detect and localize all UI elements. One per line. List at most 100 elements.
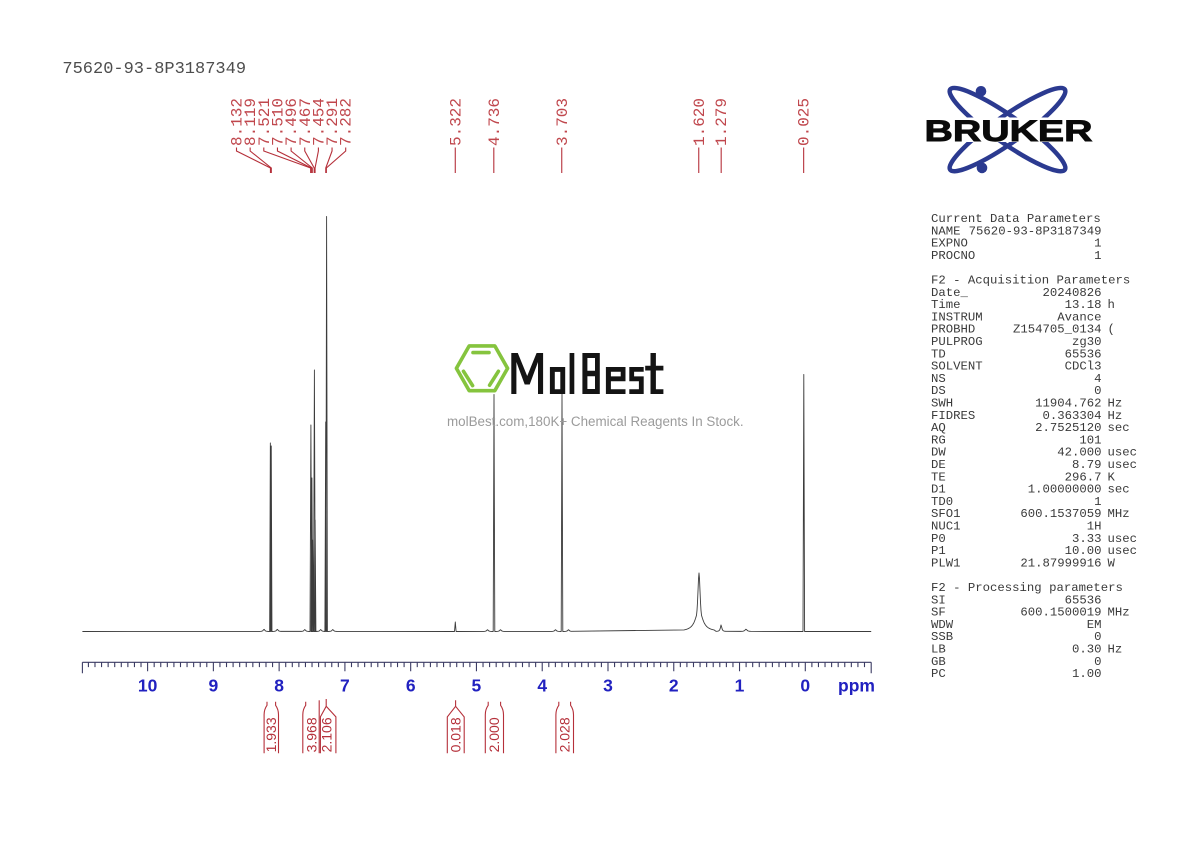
svg-text:13.18: 13.18 (1065, 298, 1102, 312)
svg-text:MHz: MHz (1108, 507, 1130, 521)
svg-text:DE: DE (931, 458, 946, 472)
svg-text:1: 1 (735, 676, 745, 696)
svg-text:ppm: ppm (838, 676, 875, 696)
svg-text:75620-93-8P3187349: 75620-93-8P3187349 (969, 224, 1102, 238)
svg-text:2: 2 (669, 676, 679, 696)
svg-text:TD: TD (931, 347, 946, 361)
svg-text:65536: 65536 (1065, 347, 1102, 361)
svg-text:NS: NS (931, 372, 946, 386)
svg-text:21.87999916: 21.87999916 (1020, 556, 1101, 570)
svg-text:6: 6 (406, 676, 416, 696)
svg-text:8.132: 8.132 (229, 98, 247, 146)
svg-text:42.000: 42.000 (1057, 446, 1101, 460)
svg-text:11904.762: 11904.762 (1035, 397, 1101, 411)
svg-text:101: 101 (1079, 433, 1101, 447)
svg-text:SWH: SWH (931, 397, 953, 411)
svg-text:1.00000000: 1.00000000 (1028, 483, 1102, 497)
svg-text:Hz: Hz (1108, 643, 1123, 657)
svg-text:usec: usec (1108, 544, 1138, 558)
svg-text:W: W (1108, 556, 1116, 570)
svg-text:AQ: AQ (931, 421, 946, 435)
svg-text:0.018: 0.018 (448, 717, 464, 752)
svg-text:0: 0 (1094, 384, 1101, 398)
svg-text:SI: SI (931, 593, 946, 607)
svg-text:zg30: zg30 (1072, 335, 1102, 349)
svg-text:7.291: 7.291 (324, 98, 342, 146)
svg-text:GB: GB (931, 655, 946, 669)
svg-text:usec: usec (1108, 532, 1138, 546)
svg-text:7.496: 7.496 (283, 98, 301, 146)
svg-text:1: 1 (1094, 249, 1101, 263)
svg-text:DS: DS (931, 384, 946, 398)
svg-text:0.363304: 0.363304 (1042, 409, 1101, 423)
svg-text:CDCl3: CDCl3 (1065, 360, 1102, 374)
svg-text:3.703: 3.703 (554, 98, 572, 146)
svg-text:TD0: TD0 (931, 495, 953, 509)
svg-text:0: 0 (1094, 655, 1101, 669)
svg-text:PROCNO: PROCNO (931, 249, 975, 263)
svg-text:1.933: 1.933 (263, 717, 279, 752)
svg-text:Hz: Hz (1108, 397, 1123, 411)
svg-text:10.00: 10.00 (1065, 544, 1102, 558)
svg-text:PC: PC (931, 667, 946, 681)
svg-text:8.79: 8.79 (1072, 458, 1102, 472)
svg-text:sec: sec (1108, 421, 1130, 435)
svg-text:usec: usec (1108, 458, 1138, 472)
svg-text:7.510: 7.510 (269, 98, 287, 146)
svg-text:3: 3 (603, 676, 613, 696)
svg-text:5: 5 (472, 676, 482, 696)
svg-text:Hz: Hz (1108, 409, 1123, 423)
svg-text:SF: SF (931, 606, 946, 620)
svg-text:600.1500019: 600.1500019 (1020, 606, 1101, 620)
svg-text:4: 4 (1094, 372, 1101, 386)
svg-text:0.025: 0.025 (796, 98, 814, 146)
svg-text:3.33: 3.33 (1072, 532, 1102, 546)
svg-text:600.1537059: 600.1537059 (1020, 507, 1101, 521)
svg-text:(: ( (1108, 323, 1115, 337)
svg-text:2.000: 2.000 (486, 717, 502, 752)
svg-text:SSB: SSB (931, 630, 953, 644)
svg-text:1H: 1H (1087, 520, 1102, 534)
svg-text:INSTRUM: INSTRUM (931, 310, 983, 324)
svg-text:EM: EM (1087, 618, 1102, 632)
svg-text:P0: P0 (931, 532, 946, 546)
svg-text:WDW: WDW (931, 618, 954, 632)
svg-text:2.106: 2.106 (318, 717, 334, 752)
svg-text:296.7: 296.7 (1065, 470, 1102, 484)
svg-text:Z154705_0134: Z154705_0134 (1013, 323, 1102, 337)
svg-text:1: 1 (1094, 495, 1101, 509)
svg-text:1.00: 1.00 (1072, 667, 1102, 681)
svg-text:SOLVENT: SOLVENT (931, 360, 983, 374)
svg-text:1.620: 1.620 (691, 98, 709, 146)
svg-text:7.521: 7.521 (256, 98, 274, 146)
svg-text:BRUKER: BRUKER (925, 115, 1093, 148)
svg-text:sec: sec (1108, 483, 1130, 497)
svg-text:Avance: Avance (1057, 310, 1101, 324)
svg-text:1: 1 (1094, 237, 1101, 251)
svg-text:Time: Time (931, 298, 961, 312)
svg-text:PROBHD: PROBHD (931, 323, 975, 337)
svg-text:TE: TE (931, 470, 946, 484)
svg-text:10: 10 (138, 676, 158, 696)
svg-text:F2 - Acquisition Parameters: F2 - Acquisition Parameters (931, 274, 1130, 288)
svg-text:65536: 65536 (1065, 593, 1102, 607)
svg-text:EXPNO: EXPNO (931, 237, 968, 251)
svg-text:8: 8 (274, 676, 284, 696)
svg-text:0: 0 (800, 676, 810, 696)
svg-text:LB: LB (931, 643, 946, 657)
svg-text:SFO1: SFO1 (931, 507, 961, 521)
svg-text:PLW1: PLW1 (931, 556, 961, 570)
svg-text:2.028: 2.028 (557, 717, 573, 752)
svg-text:9: 9 (209, 676, 219, 696)
svg-text:F2 - Processing parameters: F2 - Processing parameters (931, 581, 1123, 595)
svg-text:Date_: Date_ (931, 286, 969, 300)
svg-text:D1: D1 (931, 483, 946, 497)
svg-text:7.454: 7.454 (310, 98, 328, 146)
svg-text:1.279: 1.279 (713, 98, 731, 146)
svg-text:20240826: 20240826 (1042, 286, 1101, 300)
svg-text:0.30: 0.30 (1072, 643, 1102, 657)
svg-text:4.736: 4.736 (486, 98, 504, 146)
svg-text:h: h (1108, 298, 1115, 312)
svg-text:NUC1: NUC1 (931, 520, 961, 534)
svg-text:RG: RG (931, 433, 946, 447)
